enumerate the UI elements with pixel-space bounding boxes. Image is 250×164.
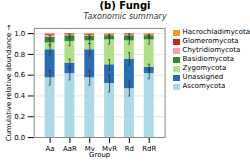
svg-text:Mv: Mv — [84, 145, 95, 154]
svg-text:0.4: 0.4 — [14, 92, 26, 100]
html-text:Chytridiomycota: Chytridiomycota — [182, 46, 241, 54]
svg-text:RdR: RdR — [142, 145, 156, 153]
html-text:Ascomycota: Ascomycota — [182, 82, 226, 90]
svg-text:0.0: 0.0 — [14, 134, 25, 142]
svg-text:MvR: MvR — [102, 145, 117, 154]
svg-text:Aa: Aa — [46, 145, 55, 153]
svg-text:Cumulative relative abundance: Cumulative relative abundance → — [5, 24, 13, 141]
svg-text:0.8: 0.8 — [14, 51, 25, 59]
svg-text:Rd: Rd — [125, 145, 134, 153]
html-text:Basidiomycota: Basidiomycota — [182, 55, 234, 63]
svg-text:0.6: 0.6 — [14, 71, 25, 79]
html-text:Unassigned: Unassigned — [182, 73, 224, 81]
svg-text:0.2: 0.2 — [14, 113, 25, 121]
html-text:Zygomycota: Zygomycota — [182, 64, 227, 72]
html-text:(b) Fungi: (b) Fungi — [99, 0, 151, 11]
html-text:Glomeromycota: Glomeromycota — [182, 37, 239, 45]
svg-text:Group: Group — [89, 151, 111, 159]
html-text:Hacrochladimycota: Hacrochladimycota — [182, 28, 250, 36]
html-text:Taxonomic summary: Taxonomic summary — [83, 12, 167, 21]
svg-text:1.0: 1.0 — [14, 30, 25, 38]
svg-text:AaR: AaR — [63, 145, 77, 153]
